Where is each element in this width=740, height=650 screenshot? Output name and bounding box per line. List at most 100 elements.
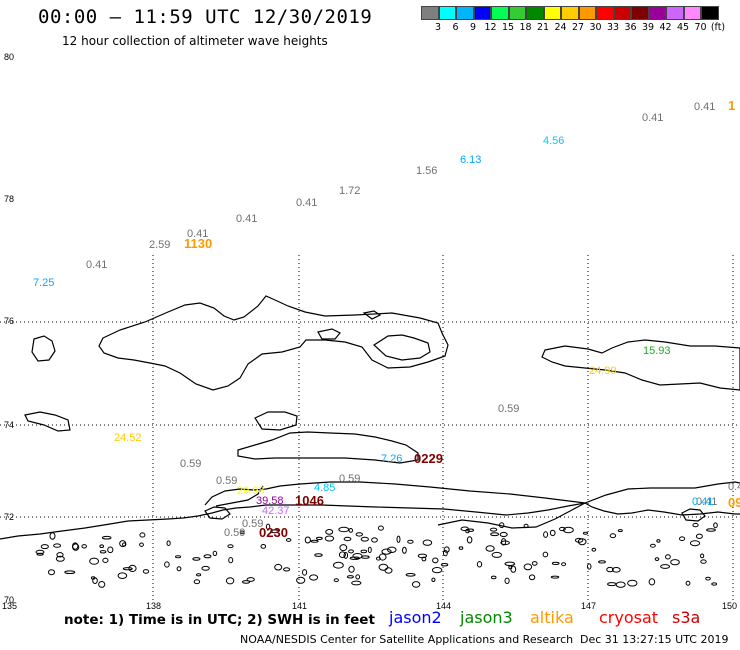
wave-height-label: 1046 <box>295 493 324 508</box>
legend-label: 33 <box>606 22 620 33</box>
lake-outline <box>504 561 516 566</box>
footer-note: note: 1) Time is in UTC; 2) SWH is in fe… <box>64 612 375 628</box>
lat-label: 76 <box>4 316 14 326</box>
wave-height-label: 0.41 <box>296 197 317 209</box>
lake-outline <box>360 549 368 554</box>
lake-outline <box>700 553 705 559</box>
wave-height-label: 0.41 <box>236 213 257 225</box>
lake-outline <box>351 580 362 586</box>
wave-height-label: 15.93 <box>643 345 671 357</box>
wave-height-label: 7.26 <box>381 453 402 465</box>
legend-label: 15 <box>501 22 515 33</box>
legend-swatch <box>473 6 491 20</box>
lake-outline <box>314 553 323 557</box>
legend-label: 12 <box>484 22 497 33</box>
wave-height-label: 39.58 <box>256 495 284 507</box>
lake-outline <box>48 569 55 576</box>
lake-outline <box>228 557 234 564</box>
satellite-jason2: jason2 <box>389 608 442 627</box>
wave-height-label: 0229 <box>414 451 443 466</box>
lake-outline <box>81 544 87 549</box>
lake-outline <box>192 557 201 561</box>
lake-outline <box>302 569 308 576</box>
lake-outline <box>559 526 566 532</box>
lake-outline <box>40 544 49 550</box>
wave-height-label: 0.59 <box>498 403 519 415</box>
wave-height-label: 0.59 <box>242 518 263 530</box>
lake-outline <box>490 575 497 580</box>
coastline-islet-e <box>204 506 231 520</box>
altimeter-observations: 0.41 10.414.566.131.561.720.410.410.412.5… <box>33 98 740 540</box>
lake-outline <box>225 577 235 585</box>
lat-label: 74 <box>4 420 14 430</box>
lake-outline <box>476 561 483 568</box>
lake-outline <box>531 561 538 566</box>
wave-height-label: 0.41 <box>187 228 208 240</box>
wave-height-label: 0.41 <box>696 496 717 508</box>
lake-outline <box>98 581 106 588</box>
lake-outline <box>270 529 280 534</box>
legend-label: 24 <box>554 22 567 33</box>
wave-height-label: 0.4 <box>728 481 740 493</box>
legend-swatch <box>613 6 631 20</box>
lake-outline <box>139 532 146 538</box>
lake-outline <box>367 546 372 554</box>
lake-outline <box>274 563 283 571</box>
lake-outline <box>360 555 370 559</box>
lake-outline <box>346 575 354 579</box>
lake-outline <box>56 552 64 558</box>
wave-height-label: 4.56 <box>543 135 564 147</box>
lake-outline <box>89 557 99 565</box>
legend-swatch <box>578 6 596 20</box>
lake-outline <box>352 553 363 559</box>
lake-outline <box>648 578 656 586</box>
lake-outline <box>196 573 202 577</box>
lake-outline <box>577 538 587 546</box>
lake-outline <box>660 564 671 569</box>
lake-outline <box>679 536 686 542</box>
lake-outline <box>377 525 384 531</box>
map-title: 00:00 – 11:59 UTC 12/30/2019 <box>38 6 373 28</box>
lake-outline <box>355 574 361 580</box>
wave-height-label: 24.52 <box>114 432 142 444</box>
lon-label: 150 <box>722 601 737 611</box>
coastline-islet-f <box>681 508 706 522</box>
lake-outline <box>396 535 401 543</box>
wave-height-label: 0.59 <box>180 458 201 470</box>
lake-outline <box>466 536 473 544</box>
wave-height-label: 1 <box>728 98 735 113</box>
lake-outline <box>339 544 348 552</box>
lake-outline <box>316 536 323 541</box>
satellite-altika: altika <box>530 608 574 627</box>
legend-label: 70 <box>694 22 707 33</box>
lake-outline <box>670 559 680 566</box>
lake-outline <box>706 528 716 532</box>
wave-height-label: 0.41 <box>86 259 107 271</box>
lake-outline <box>443 546 450 553</box>
lake-outline <box>296 576 306 584</box>
lake-outline <box>333 578 339 583</box>
lat-label: 72 <box>4 512 14 522</box>
lon-label: 147 <box>581 601 596 611</box>
map-subtitle: 12 hour collection of altimeter wave hei… <box>62 34 328 48</box>
wave-height-label: 4.85 <box>314 482 335 494</box>
color-legend: 3 6 9 12 15 18 21 24 27 30 33 36 39 42 45 70 (ft) <box>421 6 725 34</box>
legend-label: 21 <box>536 22 550 33</box>
generated-timestamp: Dec 31 13:27:15 UTC 2019 <box>580 633 729 646</box>
coastlines <box>0 295 740 540</box>
tundra-lakes <box>35 522 718 588</box>
lake-outline <box>485 545 495 552</box>
lake-outline <box>99 544 104 549</box>
lake-outline <box>201 565 210 571</box>
legend-swatch <box>438 6 456 20</box>
wave-height-label: 7.25 <box>33 277 54 289</box>
lat-label: 70 <box>4 595 14 605</box>
lon-label: 135 <box>2 601 17 611</box>
lake-outline <box>432 557 439 564</box>
lake-outline <box>685 580 691 586</box>
lake-outline <box>64 570 76 575</box>
lake-outline <box>72 542 79 550</box>
lake-outline <box>523 563 533 571</box>
lake-outline <box>166 540 171 547</box>
